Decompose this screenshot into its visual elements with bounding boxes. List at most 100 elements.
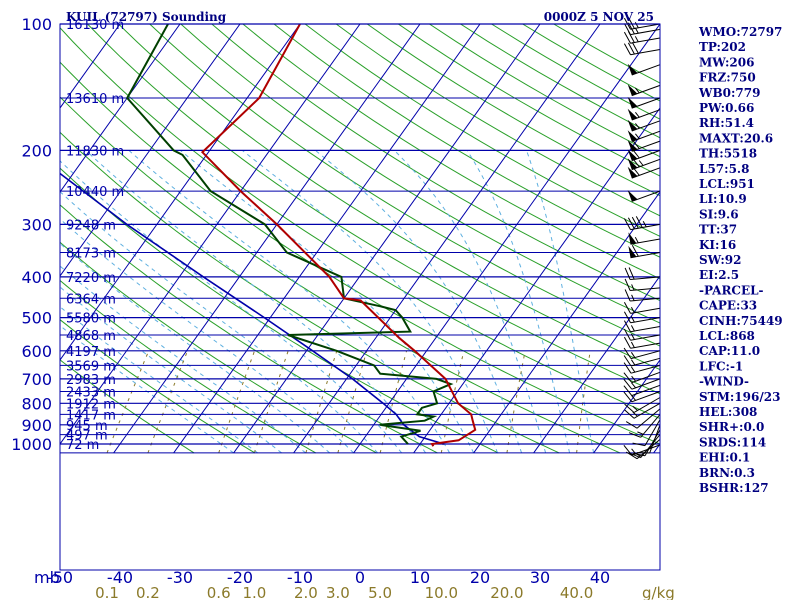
- wind-barb-halfflag: [631, 382, 636, 389]
- wind-barb-staff: [631, 158, 661, 171]
- mixing-ratio-label: 0.2: [136, 584, 160, 600]
- wind-barb-staff: [631, 190, 661, 202]
- isotherm: [173, 24, 481, 454]
- index-item: LCL:951: [699, 177, 755, 191]
- wind-barb-halfflag: [630, 333, 635, 340]
- wind-barb-staff: [630, 326, 661, 333]
- wind-barb: [623, 355, 661, 367]
- wind-barb: [624, 397, 661, 413]
- index-item: L57:5.8: [699, 162, 749, 176]
- wind-barb-staff: [630, 276, 661, 280]
- wind-barb-pennant: [627, 190, 638, 202]
- plot-frame: [59, 23, 661, 571]
- wind-barb-halfflag: [630, 306, 635, 313]
- dry-adiabat: [149, 24, 660, 347]
- height-label: 7220 m: [66, 271, 116, 286]
- wind-barb: [627, 119, 661, 132]
- wind-barb-flag: [623, 378, 633, 390]
- height-label: 72 m: [66, 438, 99, 453]
- pressure-label: 500: [21, 309, 52, 328]
- isotherm: [533, 275, 660, 454]
- wind-barb-halfflag: [635, 111, 640, 118]
- wind-barb: [627, 84, 661, 97]
- temperature-tick-label: -40: [107, 568, 133, 587]
- index-item: CAPE:33: [699, 299, 757, 313]
- temperature-tick-label: -10: [287, 568, 313, 587]
- index-item: SI:9.6: [699, 207, 739, 221]
- wind-barb-pennant: [628, 232, 637, 245]
- wind-barb-staff: [631, 109, 661, 121]
- index-item: BSHR:127: [699, 481, 769, 495]
- wind-barb-flag: [623, 385, 633, 396]
- wind-barb-pennant: [628, 245, 637, 258]
- index-item: SHR+:0.0: [699, 420, 764, 434]
- wind-barb: [628, 244, 661, 259]
- wind-barb-flag: [624, 267, 631, 280]
- height-label: 8173 m: [66, 247, 116, 262]
- wind-barb-flag: [628, 432, 641, 438]
- wind-barb: [632, 429, 661, 457]
- moist-adiabat: [60, 306, 258, 454]
- index-item: KI:16: [699, 238, 736, 252]
- index-item: LI:10.9: [699, 192, 747, 206]
- temperature-tick-label: -30: [167, 568, 193, 587]
- wind-barb-flag: [631, 41, 639, 54]
- wind-barb: [623, 378, 661, 390]
- wind-barb-staff: [630, 37, 661, 44]
- dry-adiabat: [60, 359, 195, 454]
- temperature-profile-line: [200, 24, 477, 447]
- wind-barb-staff: [633, 397, 661, 413]
- wind-barb-flag: [623, 43, 631, 55]
- wind-barb: [628, 414, 661, 438]
- wind-barb-flag: [625, 451, 638, 460]
- dry-adiabat: [60, 131, 560, 454]
- mixing-ratio-label: 2.0: [294, 584, 318, 600]
- wind-barb: [625, 408, 661, 429]
- wind-barb-staff: [630, 49, 661, 56]
- wind-barb-halfflag: [638, 160, 644, 166]
- isotherm: [233, 24, 541, 454]
- wind-barb-flag: [625, 421, 638, 429]
- index-item: EHI:0.1: [699, 451, 750, 465]
- height-label: 6364 m: [66, 292, 116, 307]
- wind-barb: [624, 289, 661, 302]
- mixing-ratio-line: [506, 350, 526, 453]
- height-label: 13610 m: [66, 92, 124, 107]
- wind-barb-pennant: [627, 119, 638, 131]
- wind-barb-pennant: [627, 130, 638, 142]
- wind-barb-staff: [630, 223, 661, 231]
- wind-barb: [624, 267, 661, 280]
- wind-barb-staff: [630, 350, 661, 360]
- wind-barb-staff: [631, 378, 661, 390]
- wind-barb: [627, 130, 661, 142]
- wind-barb: [623, 391, 661, 403]
- dry-adiabat: [304, 24, 660, 237]
- isotherm: [293, 24, 601, 454]
- moist-adiabat: [394, 150, 547, 454]
- moist-adiabat: [60, 286, 282, 454]
- height-label: 11830 m: [66, 144, 124, 159]
- index-item: STM:196/23: [699, 390, 780, 404]
- mixing-ratio-label: 3.0: [326, 584, 350, 600]
- wind-barb: [623, 336, 661, 349]
- wind-barb-halfflag: [631, 294, 635, 301]
- height-label: 10440 m: [66, 185, 124, 200]
- wind-barb-halfflag: [632, 411, 638, 417]
- mixing-ratio-label: 5.0: [368, 584, 392, 600]
- index-item: RH:51.4: [699, 116, 754, 130]
- mixing-ratio-label: 0.1: [95, 584, 119, 600]
- wind-barb-staff: [631, 371, 661, 384]
- wind-barb-flag: [623, 31, 631, 44]
- moist-adiabat: [60, 242, 330, 454]
- height-labels: 16130 m 13610 m 11830 m 10440 m 9248 m 8173 m…: [66, 18, 124, 453]
- index-item: MAXT:20.6: [699, 131, 773, 145]
- isotherm: [593, 359, 660, 454]
- height-label: 9248 m: [66, 218, 116, 233]
- pressure-label: 100: [21, 15, 52, 34]
- wind-barb: [627, 190, 661, 202]
- height-label: 4868 m: [66, 329, 116, 344]
- wind-barb-halfflag: [630, 352, 636, 358]
- chart-datetime: 0000Z 5 NOV 25: [544, 10, 654, 24]
